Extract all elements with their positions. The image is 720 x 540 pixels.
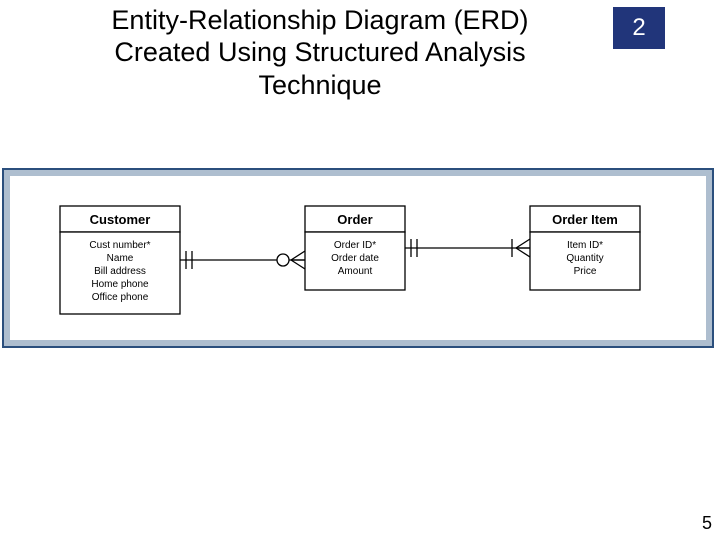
entity-attr: Item ID* [567,240,603,251]
entity-attr: Home phone [91,279,149,290]
erd-canvas: Customer Cust number* Name Bill address Home… [10,176,706,340]
entity-attr: Cust number* [89,240,150,251]
erd-frame: Customer Cust number* Name Bill address Home… [2,168,714,348]
entity-attr: Bill address [94,266,146,277]
entity-attr: Office phone [92,292,149,303]
chapter-badge: 2 [613,7,665,49]
page-number: 5 [702,513,712,534]
entity-name-orderitem: Order Item [552,212,618,227]
entity-name-order: Order [337,212,372,227]
entity-name-customer: Customer [90,212,151,227]
entity-attr: Quantity [566,253,603,264]
slide-title: Entity-Relationship Diagram (ERD) Create… [70,4,570,101]
entity-attr: Price [574,266,597,277]
erd-svg: Customer Cust number* Name Bill address Home… [10,176,706,340]
entity-attr: Name [107,253,134,264]
entity-attr: Amount [338,266,373,277]
entity-attr: Order date [331,253,379,264]
entity-attr: Order ID* [334,240,376,251]
